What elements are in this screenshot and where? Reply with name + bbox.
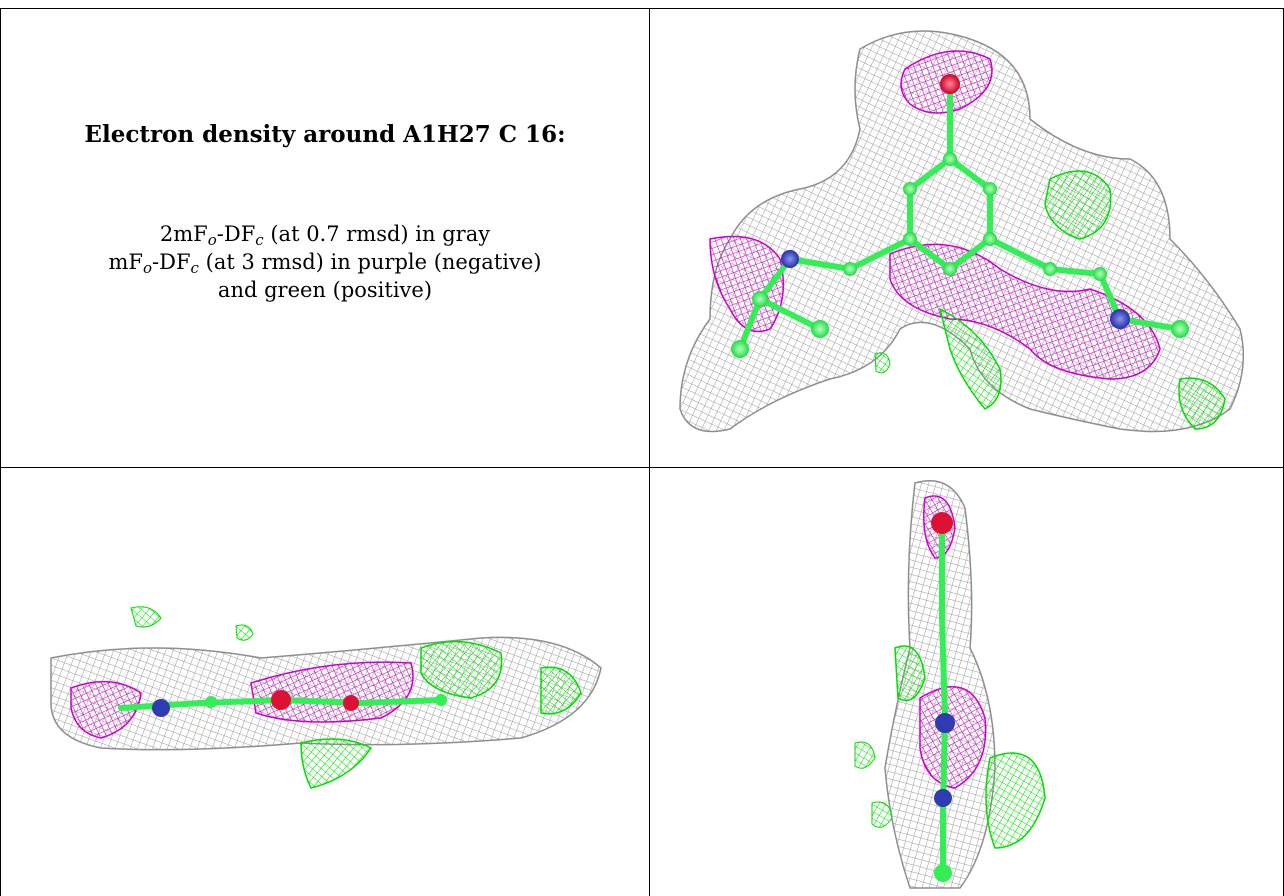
carbon-atom [843,262,857,276]
positive-density-small [874,352,891,374]
oxygen-atom [343,695,359,711]
positive-density-small [871,801,893,828]
positive-density-right [1044,170,1112,240]
carbon-atom [983,232,997,246]
table-center-border [649,8,650,896]
negative-density-left [70,680,142,739]
carbon-atom [731,340,749,358]
negative-density-left [709,235,785,333]
view-bottom-right [650,468,1283,896]
view-top-right [650,9,1283,467]
positive-density-right [540,666,582,715]
carbon-atom [752,291,768,307]
caption-cell: Electron density around A1H27 C 16: 2mFo… [1,9,649,467]
density-render-bottom-right [854,480,1046,889]
table-top-border [0,8,1284,9]
density-render-bottom-left [50,606,602,789]
carbon-atom [205,696,217,708]
carbon-atom [435,694,447,706]
carbon-atom [934,864,952,882]
oxygen-atom [931,512,953,534]
carbon-atom [1043,262,1057,276]
nitrogen-atom [935,713,955,733]
legend-line-2fofc: 2mFo-DFc (at 0.7 rmsd) in gray [159,222,491,249]
carbon-atom [1171,320,1189,338]
positive-density-right [985,752,1046,849]
caption-legend: 2mFo-DFc (at 0.7 rmsd) in gray mFo-DFc (… [109,220,542,304]
legend-line-positive: and green (positive) [217,278,433,302]
bonds [939,520,948,876]
carbon-atom [983,182,997,196]
carbon-atom [903,232,917,246]
positive-density-lower-right [1178,377,1226,430]
positive-density-small [235,624,254,641]
positive-density-bottom [300,738,373,789]
negative-density-center [250,661,414,723]
table-left-border [0,8,1,896]
density-render-top-right [679,30,1245,433]
nitrogen-atom [781,250,799,268]
legend-line-fofc: mFo-DFc (at 3 rmsd) in purple (negative) [108,250,542,277]
carbon-atom [811,320,829,338]
positive-density-small [854,741,876,769]
carbon-atom [1093,267,1107,281]
carbon-atom [903,182,917,196]
negative-density-middle [919,686,987,789]
positive-density-top [420,640,503,699]
nitrogen-atom [152,699,170,717]
carbon-atom [943,262,957,276]
positive-density-small [130,606,162,628]
negative-density-center [889,243,1161,380]
oxygen-atom [940,74,960,94]
nitrogen-atom [1110,309,1130,329]
carbon-atom [943,152,957,166]
nitrogen-atom [934,789,952,807]
view-bottom-left [1,468,649,896]
oxygen-atom [271,690,291,710]
caption-title: Electron density around A1H27 C 16: [84,121,566,148]
table-middle-border [0,467,1284,468]
positive-density-lower [938,307,1002,410]
positive-density-left [894,645,926,702]
